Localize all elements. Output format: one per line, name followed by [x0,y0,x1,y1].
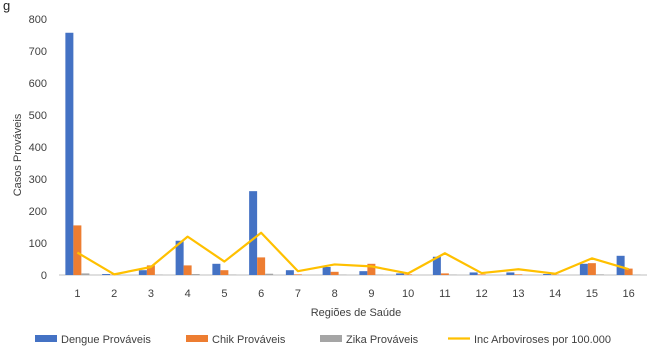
x-tick-label: 8 [332,288,338,300]
bar-chik-5 [220,270,229,275]
bar-chik-9 [367,263,376,275]
line-series [76,231,629,276]
legend-label: Inc Arboviroses por 100.000 [474,334,611,346]
y-tick-label: 300 [29,174,47,186]
y-tick-label: 200 [29,206,47,218]
bar-zika-4 [191,274,200,275]
bar-chik-12 [477,274,486,275]
x-tick-label: 2 [111,288,117,300]
x-tick-label: 10 [402,288,414,300]
bar-dengue-11 [432,256,441,275]
bar-dengue-9 [359,271,368,275]
y-tick-label: 400 [29,142,47,154]
bar-chik-1 [73,225,82,275]
x-tick-label: 5 [221,288,227,300]
chart-title: g [3,0,10,13]
x-tick-label: 15 [586,288,598,300]
y-tick-label: 800 [29,14,47,26]
bar-chik-7 [293,274,302,275]
bar-zika-15 [595,274,604,275]
x-tick-label: 4 [185,288,191,300]
y-axis-title: Casos Prováveis [12,113,24,196]
legend-swatch [35,335,57,342]
legend-label: Zika Prováveis [346,334,419,346]
bars [65,32,641,276]
x-tick-label: 16 [623,288,635,300]
x-axis-ticks: 1 2 3 4 5 6 7 8 9 10 11 12 13 14 15 16 [74,288,634,300]
bar-chik-10 [404,274,413,275]
legend-label: Dengue Prováveis [61,334,151,346]
bar-chik-6 [257,257,266,275]
bar-dengue-13 [506,272,515,275]
x-axis-title: Regiões de Saúde [311,307,402,319]
bar-dengue-12 [469,272,478,275]
bar-chik-8 [330,271,339,275]
y-tick-label: 100 [29,238,47,250]
legend-swatch [186,335,208,342]
x-tick-label: 14 [549,288,561,300]
bar-dengue-5 [212,263,221,275]
x-tick-label: 12 [476,288,488,300]
bar-zika-6 [265,273,274,275]
bar-dengue-3 [138,270,147,275]
bar-dengue-6 [249,191,258,275]
x-tick-label: 6 [258,288,264,300]
y-tick-label: 0 [41,270,47,282]
y-axis-ticks: 0 100 200 300 400 500 600 700 800 [29,14,47,282]
bar-chik-11 [440,273,449,275]
legend-label: Chik Prováveis [212,334,286,346]
x-tick-label: 1 [74,288,80,300]
x-tick-label: 13 [512,288,524,300]
x-tick-label: 9 [368,288,374,300]
legend: Dengue Prováveis Chik Prováveis Zika Prová… [35,334,611,346]
bar-dengue-2 [102,274,111,275]
x-tick-label: 3 [148,288,154,300]
x-tick-label: 7 [295,288,301,300]
bar-dengue-8 [322,267,331,275]
bar-chik-16 [624,268,633,275]
bar-dengue-14 [543,274,552,275]
bar-chik-3 [146,265,155,275]
bar-chik-15 [587,263,596,275]
line-inc-arboviroses [76,231,629,276]
bar-dengue-15 [579,263,588,275]
bar-dengue-16 [616,255,625,275]
bar-chik-4 [183,265,192,275]
bar-dengue-7 [285,270,294,275]
y-tick-label: 700 [29,46,47,58]
bar-dengue-10 [396,273,405,275]
bar-zika-1 [81,273,90,275]
y-tick-label: 500 [29,110,47,122]
legend-swatch [320,335,342,342]
bar-dengue-4 [175,240,184,275]
y-tick-label: 600 [29,78,47,90]
x-tick-label: 11 [439,288,450,300]
bar-dengue-1 [65,32,74,276]
bar-chik-13 [514,274,523,275]
